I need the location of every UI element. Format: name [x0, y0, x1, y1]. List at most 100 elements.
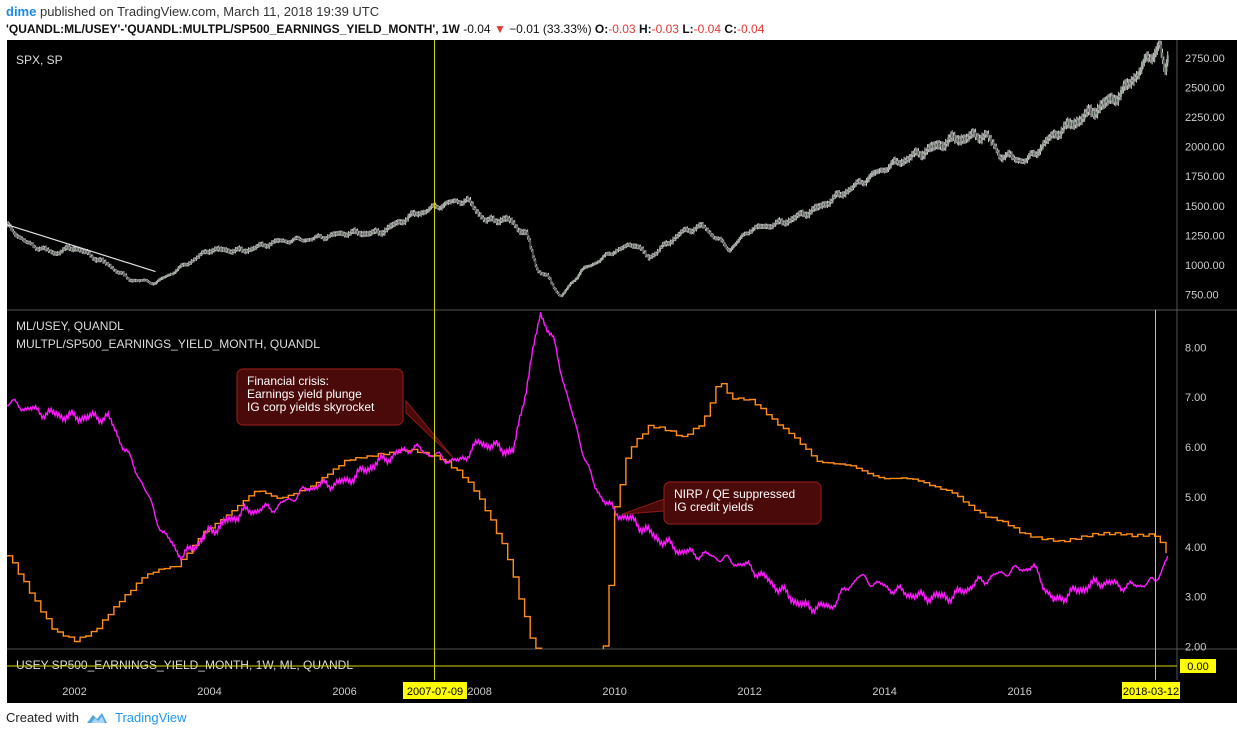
spx-candle [1044, 139, 1047, 144]
author-link[interactable]: dime [6, 4, 37, 19]
spx-candle [1035, 153, 1038, 156]
spx-candle [182, 264, 185, 266]
spx-candle [296, 237, 299, 239]
spx-candle [848, 189, 851, 191]
spx-candle [230, 251, 233, 254]
spx-candle [364, 232, 367, 236]
spx-candle [455, 200, 458, 202]
spx-candle [807, 214, 810, 216]
spx-candle [827, 203, 830, 205]
callout-pointer [405, 399, 453, 458]
spx-candle [148, 281, 151, 284]
spx-candle [108, 265, 111, 267]
spx-candle [43, 247, 46, 249]
spx-candle [552, 284, 555, 289]
spx-candle [859, 180, 862, 183]
spx-candle [1042, 142, 1045, 147]
spx-candle [348, 233, 351, 235]
spx-candle [613, 252, 616, 254]
spx-candle [211, 249, 214, 253]
spx-candle [652, 254, 655, 256]
spx-candle [929, 145, 932, 150]
spx-candle [668, 242, 671, 245]
spx-candle [936, 142, 939, 147]
spx-candle [456, 200, 459, 203]
spx-candle [626, 244, 629, 246]
spx-candle [34, 246, 37, 250]
spx-candle [315, 236, 318, 238]
spx-candle [138, 280, 141, 282]
spx-candle [612, 252, 615, 255]
spx-candle [414, 213, 417, 215]
spx-candle [122, 272, 125, 275]
spx-candle [244, 250, 247, 253]
spx-candle [592, 263, 595, 265]
spx-candle [82, 250, 85, 253]
spx-candle [80, 249, 83, 252]
spx-candle [1125, 82, 1128, 87]
spx-candle [740, 235, 743, 238]
spx-candle [492, 217, 495, 222]
spx-candle [987, 133, 990, 139]
spx-candle [231, 250, 234, 254]
spx-candle [540, 273, 543, 275]
spx-candle [701, 224, 704, 227]
spx-candle [862, 183, 865, 185]
spx-candle [70, 248, 73, 251]
spx-candle [477, 211, 480, 215]
spx-candle [1092, 111, 1095, 117]
spx-candle [855, 181, 858, 185]
tradingview-cloud-icon[interactable] [85, 711, 109, 725]
spx-candle [202, 251, 205, 253]
spx-candle [146, 280, 149, 282]
spx-candle [278, 239, 281, 242]
spx-candle [290, 241, 293, 243]
spx-candle [408, 215, 411, 217]
spx-candle [250, 248, 253, 251]
spx-scale-label: 1500.00 [1185, 201, 1225, 213]
callout-text: IG corp yields skyrocket [247, 400, 375, 414]
spx-candle [1049, 134, 1052, 139]
spx-candle [378, 232, 381, 234]
spx-candle [869, 175, 872, 177]
spx-candle [1156, 46, 1159, 51]
spx-candle [1060, 130, 1063, 136]
published-text: published on TradingView.com, March 11, … [39, 4, 380, 19]
spx-candle [977, 135, 980, 141]
spx-candle [759, 225, 762, 227]
spx-candle [942, 144, 945, 149]
spx-candle [1114, 99, 1117, 103]
spx-candle [163, 277, 166, 279]
spx-candle [505, 216, 508, 220]
spx-candle [661, 243, 664, 248]
spx-candle [616, 250, 619, 252]
spx-candle [575, 277, 578, 279]
spx-candle [246, 250, 249, 252]
callout-text: NIRP / QE suppressed [674, 487, 795, 501]
spx-candle [778, 219, 781, 222]
spx-candle [1000, 157, 1003, 160]
spx-candle [403, 221, 406, 223]
trend-line-drawing [6, 224, 156, 273]
spx-candle [686, 228, 689, 231]
spx-candle [739, 237, 742, 239]
spx-candle [749, 231, 752, 233]
spx-candle [399, 221, 402, 223]
spx-candle [559, 295, 562, 297]
spx-candle [207, 251, 210, 254]
spx-candle [748, 231, 751, 234]
spx-candle [698, 224, 701, 227]
spx-candle [947, 137, 950, 144]
spx-candle [41, 247, 44, 250]
spx-candle [503, 217, 506, 220]
spx-candle [964, 137, 967, 141]
tradingview-link[interactable]: TradingView [114, 710, 187, 725]
spx-candle [443, 203, 446, 206]
spx-candle [962, 137, 965, 142]
spx-candle [840, 193, 843, 196]
spx-candle [1018, 160, 1021, 162]
spx-candle [269, 244, 272, 246]
spx-candle [904, 159, 907, 162]
high-label: H: [638, 22, 652, 36]
